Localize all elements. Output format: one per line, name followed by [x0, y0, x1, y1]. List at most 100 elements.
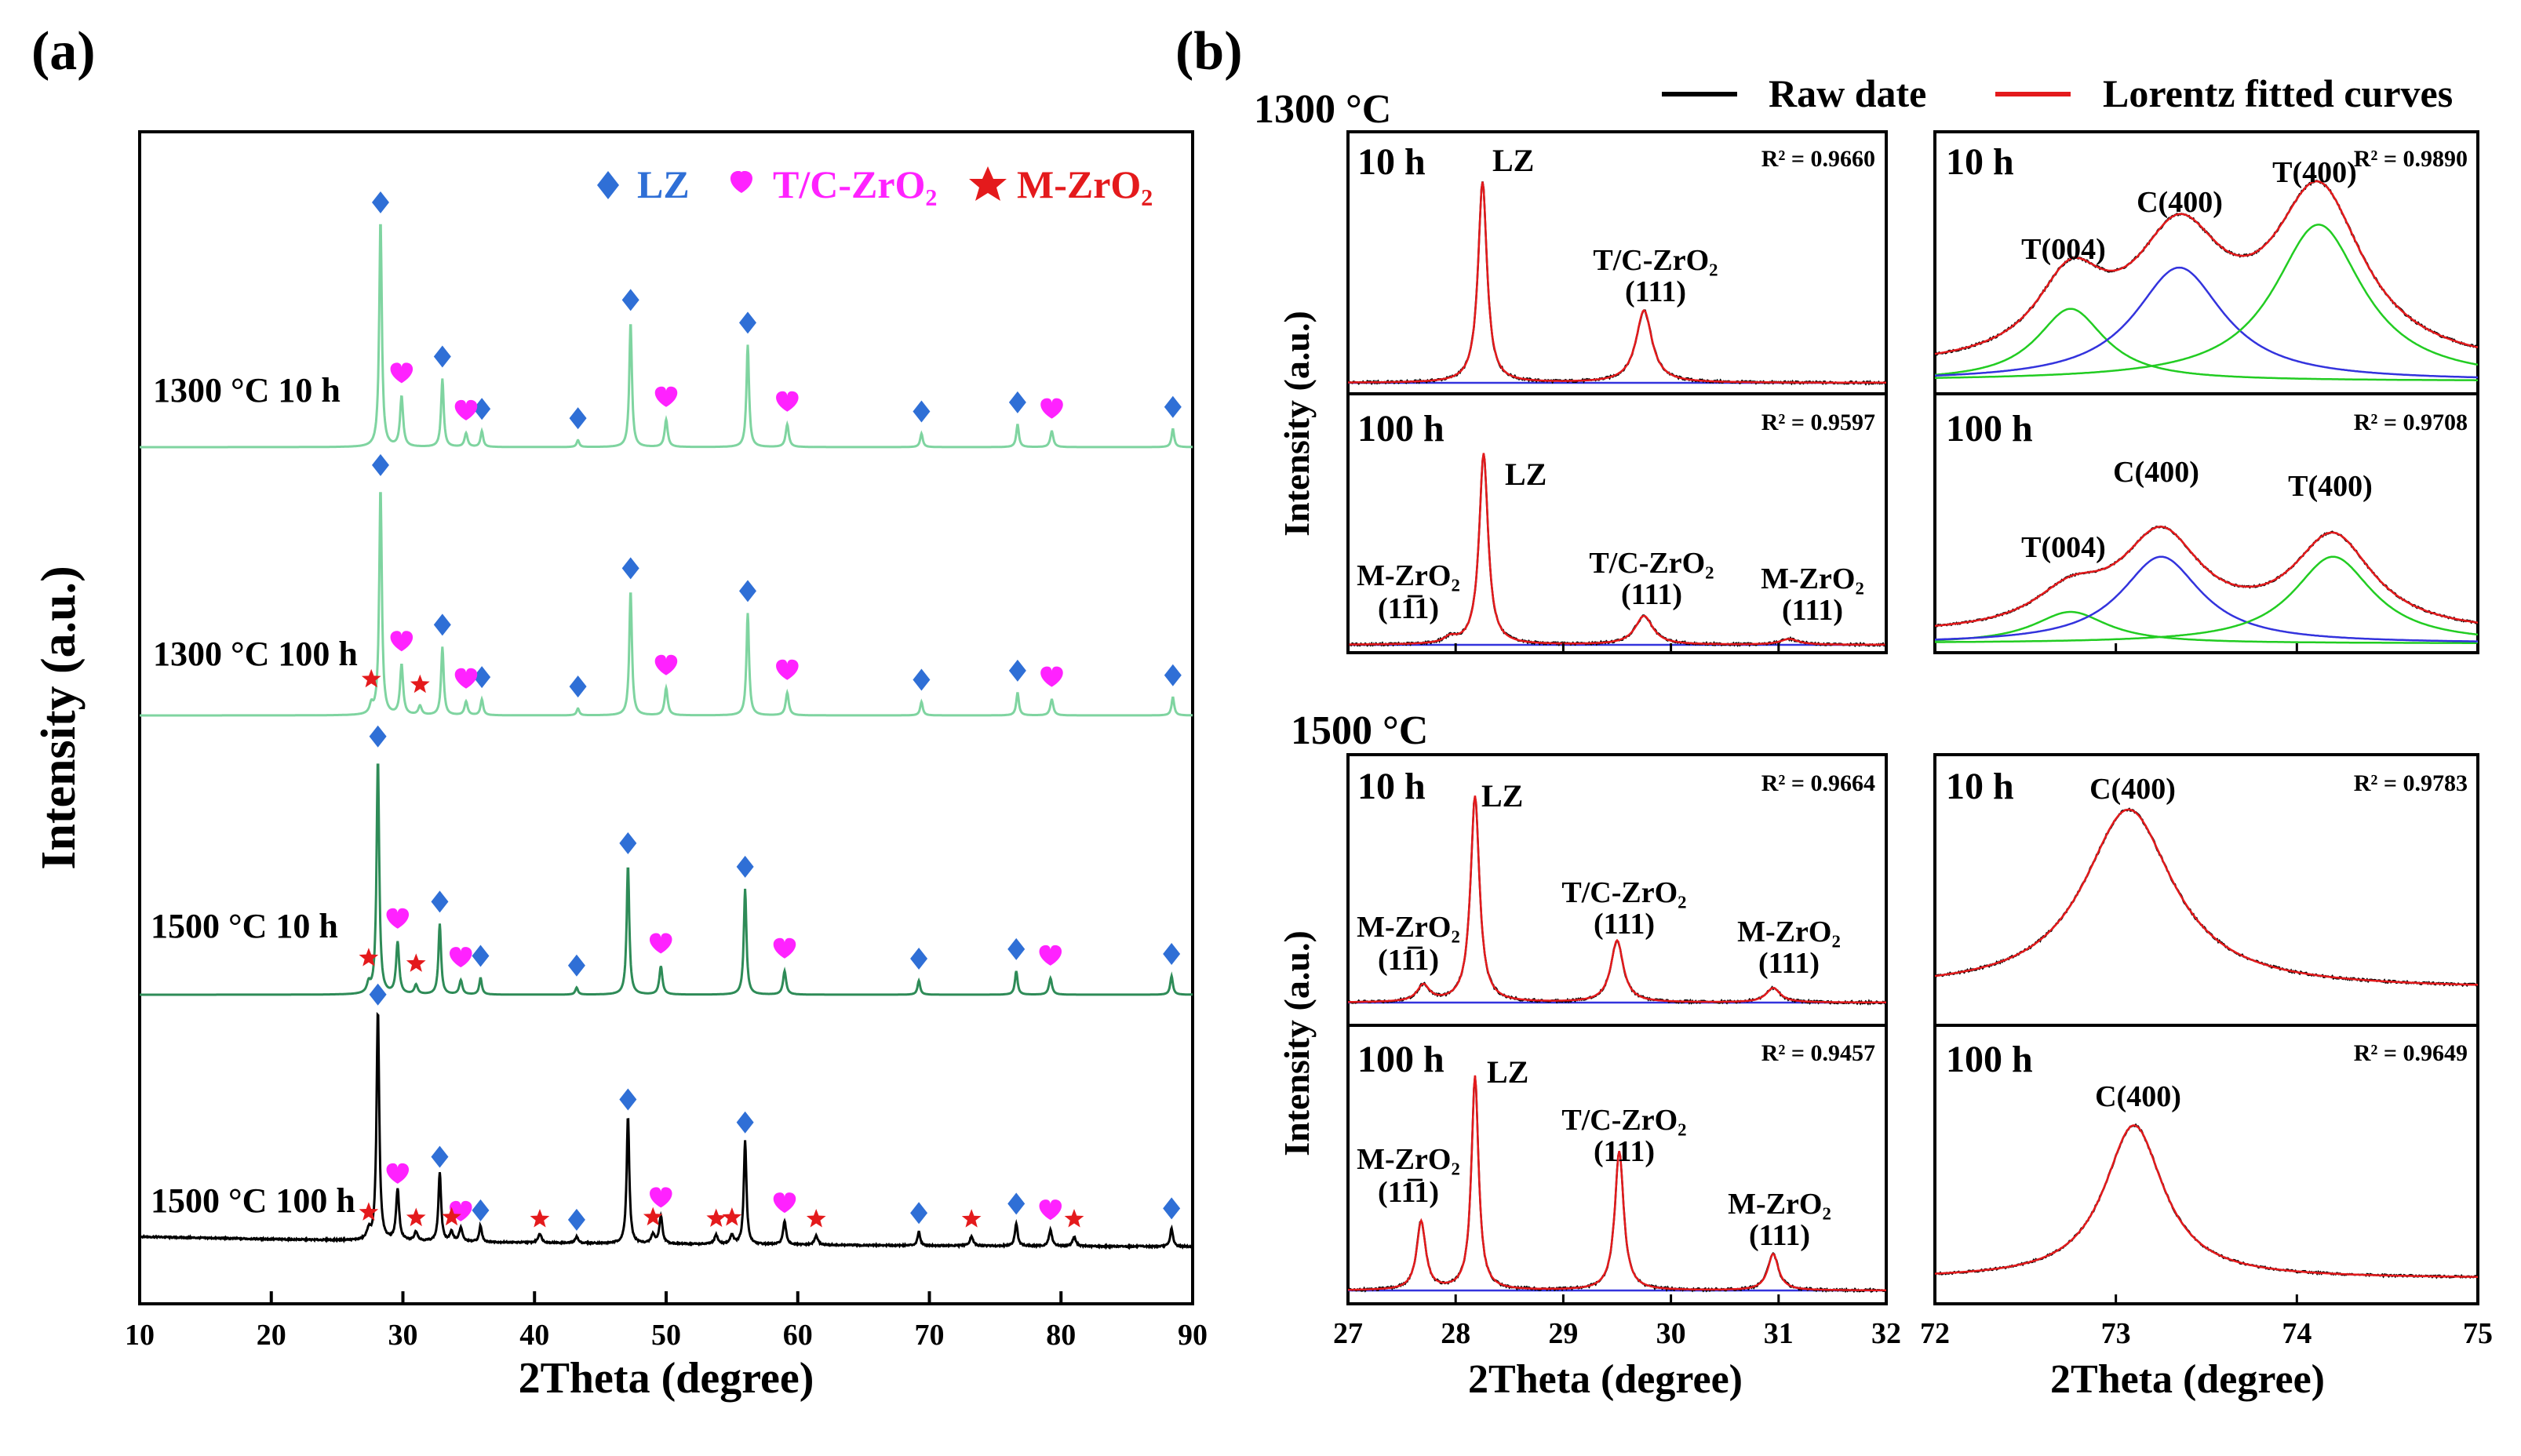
- sp1-time: 10 h: [1357, 141, 1426, 183]
- panel-a-phase-markers: [359, 191, 1182, 1231]
- sp4-component-t-004: [1934, 610, 2478, 644]
- sp1-lorentz-fit: [1348, 181, 1886, 384]
- tc-marker-1500-c-100-h-0: [386, 1163, 410, 1184]
- lz-marker-1500-c-10-h-0: [369, 725, 387, 748]
- legend-mz-label: M-ZrO₂: [1017, 162, 1153, 206]
- sp8-c400-label: C(400): [2095, 1080, 2181, 1113]
- subpanel-3-annotations: 100 h R² = 0.9597 LZ M-ZrO₂ (11̅1) T/C-Z…: [1357, 408, 1875, 627]
- sp1-lz-label: LZ: [1492, 143, 1534, 178]
- mz-marker-1300-c-100-h-1: [410, 674, 430, 693]
- sp2-t004-label: T(004): [2021, 233, 2106, 266]
- sp8-xtick-label-72: 72: [1920, 1317, 1950, 1350]
- sp6-lorentz-fit: [1934, 808, 2479, 986]
- sp7-mz2-index: (111): [1749, 1219, 1810, 1252]
- sp7-mz1-index: (11̅1): [1378, 1176, 1439, 1209]
- sp8-r2: R² = 0.9649: [2354, 1040, 2468, 1066]
- lz-marker-1500-c-100-h-7: [1007, 1192, 1026, 1215]
- sp4-t400-label: T(400): [2288, 470, 2373, 503]
- panel-a-ylabel: Intensity (a.u.): [32, 566, 86, 870]
- lz-marker-1300-c-100-h-3: [569, 675, 587, 698]
- lz-marker-1300-c-100-h-1: [433, 613, 451, 636]
- sp3-r2: R² = 0.9597: [1761, 410, 1875, 435]
- tc-marker-1300-c-100-h-4: [1040, 666, 1063, 687]
- sp3-mz2-index: (111): [1782, 594, 1843, 627]
- lz-marker-1300-c-10-h-5: [739, 311, 757, 334]
- tc-marker-1500-c-100-h-4: [1039, 1199, 1062, 1221]
- mz-marker-1300-c-100-h-0: [361, 668, 381, 688]
- group-label-1300: 1300 °C: [1254, 87, 1391, 132]
- sp6-r2: R² = 0.9783: [2354, 770, 2468, 796]
- trace-1500-c-100-h: [139, 1011, 1193, 1250]
- lz-marker-1500-c-100-h-8: [1163, 1197, 1181, 1220]
- sp3-tc-label: T/C-ZrO₂: [1589, 547, 1714, 580]
- sp7-tc-label: T/C-ZrO₂: [1561, 1104, 1686, 1137]
- sp4-c400-label: C(400): [2113, 456, 2199, 489]
- sp5-mz1-index: (11̅1): [1378, 944, 1439, 977]
- subpanel-4-annotations: 100 h R² = 0.9708 T(004) C(400) T(400): [1946, 408, 2468, 564]
- sp2-component-t-400: [1935, 224, 2479, 379]
- sp7-mz2-label: M-ZrO₂: [1728, 1188, 1831, 1221]
- tc-marker-1300-c-100-h-2: [654, 654, 678, 675]
- series-label-1500-10h: 1500 °C 10 h: [151, 907, 338, 945]
- subpanel-1500-100h-zro2-frame: [1933, 1024, 2479, 1305]
- subpanel-1500-100h-lz-frame: [1346, 1024, 1888, 1305]
- sp7-lz-label: LZ: [1487, 1054, 1528, 1090]
- tc-marker-1300-c-10-h-3: [776, 391, 799, 412]
- lz-marker-1300-c-10-h-3: [569, 407, 587, 430]
- a-xtick-label-50: 50: [651, 1319, 681, 1352]
- trace-1500-c-10-h: [140, 763, 1193, 996]
- sp5-lorentz-fit: [1347, 795, 1886, 1004]
- a-xtick-label-40: 40: [519, 1319, 549, 1352]
- sp8-xtick-label-73: 73: [2101, 1317, 2131, 1350]
- subpanel-8-annotations: 100 h R² = 0.9649 C(400): [1946, 1039, 2468, 1113]
- panel-a-traces: [139, 224, 1193, 1250]
- panel-a-x-axis: 10 20 30 40 50 60 70 80 90: [125, 1291, 1208, 1352]
- trace-1300-c-100-h: [140, 492, 1193, 717]
- sp3-mz2-label: M-ZrO₂: [1761, 562, 1864, 595]
- a-xtick-label-30: 30: [388, 1319, 418, 1352]
- mz-marker-1500-c-100-h-1: [406, 1207, 426, 1227]
- sp7-mz1-label: M-ZrO₂: [1357, 1143, 1460, 1176]
- sp2-component-c-400: [1935, 266, 2478, 379]
- legend-tc-marker: [730, 171, 752, 193]
- panel-a-frame: [138, 130, 1194, 1305]
- sp8-raw-data: [1934, 1123, 2479, 1279]
- legend-fit-label: Lorentz fitted curves: [2103, 71, 2453, 115]
- tc-marker-1500-c-10-h-3: [773, 937, 796, 959]
- series-label-1300-10h: 1300 °C 10 h: [153, 371, 341, 410]
- subpanel-1300-100h-zro2-frame: [1933, 392, 2479, 654]
- sp5-lz-label: LZ: [1481, 778, 1523, 814]
- sp5-tc-index: (111): [1594, 908, 1655, 941]
- sp7-tc-index: (111): [1594, 1135, 1655, 1168]
- sp8-xtick-label-75: 75: [2463, 1317, 2493, 1350]
- lz-marker-1300-c-100-h-7: [1008, 659, 1026, 682]
- sp2-time: 10 h: [1946, 141, 2014, 183]
- sp5-r2: R² = 0.9664: [1761, 770, 1875, 796]
- tc-marker-1300-c-10-h-1: [454, 399, 478, 420]
- sp2-component-t-004: [1934, 308, 2478, 381]
- sp3-lorentz-fit: [1348, 453, 1886, 646]
- sp4-time: 100 h: [1946, 408, 2033, 450]
- mz-marker-1500-c-100-h-7: [806, 1209, 826, 1228]
- sp1-tc-label: T/C-ZrO₂: [1593, 244, 1718, 277]
- panel-b-x-axes: 27 28 29 30 31 32 72 73 74 75: [1333, 643, 2493, 1350]
- mz-marker-1500-c-10-h-0: [359, 948, 379, 966]
- tc-marker-1300-c-10-h-4: [1040, 398, 1063, 419]
- mz-marker-1500-c-100-h-6: [722, 1207, 742, 1226]
- lz-marker-1500-c-10-h-7: [1007, 937, 1026, 960]
- trace-1300-c-10-h: [140, 224, 1193, 449]
- sp5-mz2-label: M-ZrO₂: [1737, 915, 1841, 948]
- mz-marker-1500-c-100-h-2: [442, 1207, 461, 1226]
- lz-marker-1500-c-10-h-1: [431, 890, 449, 913]
- sp5-mz1-label: M-ZrO₂: [1357, 911, 1460, 944]
- subpanel-1-annotations: 10 h R² = 0.9660 LZ T/C-ZrO₂ (111): [1357, 141, 1875, 308]
- sp1-tc-index: (111): [1625, 275, 1686, 308]
- sp4-t004-label: T(004): [2021, 531, 2106, 564]
- sp1-raw-data: [1347, 181, 1887, 386]
- tc-marker-1300-c-100-h-0: [390, 631, 413, 652]
- sp7-xtick-label-32: 32: [1871, 1317, 1901, 1350]
- lz-marker-1300-c-10-h-1: [433, 345, 451, 368]
- sp4-component-c-400: [1934, 555, 2478, 642]
- sp4-component-t-400: [1935, 555, 2479, 643]
